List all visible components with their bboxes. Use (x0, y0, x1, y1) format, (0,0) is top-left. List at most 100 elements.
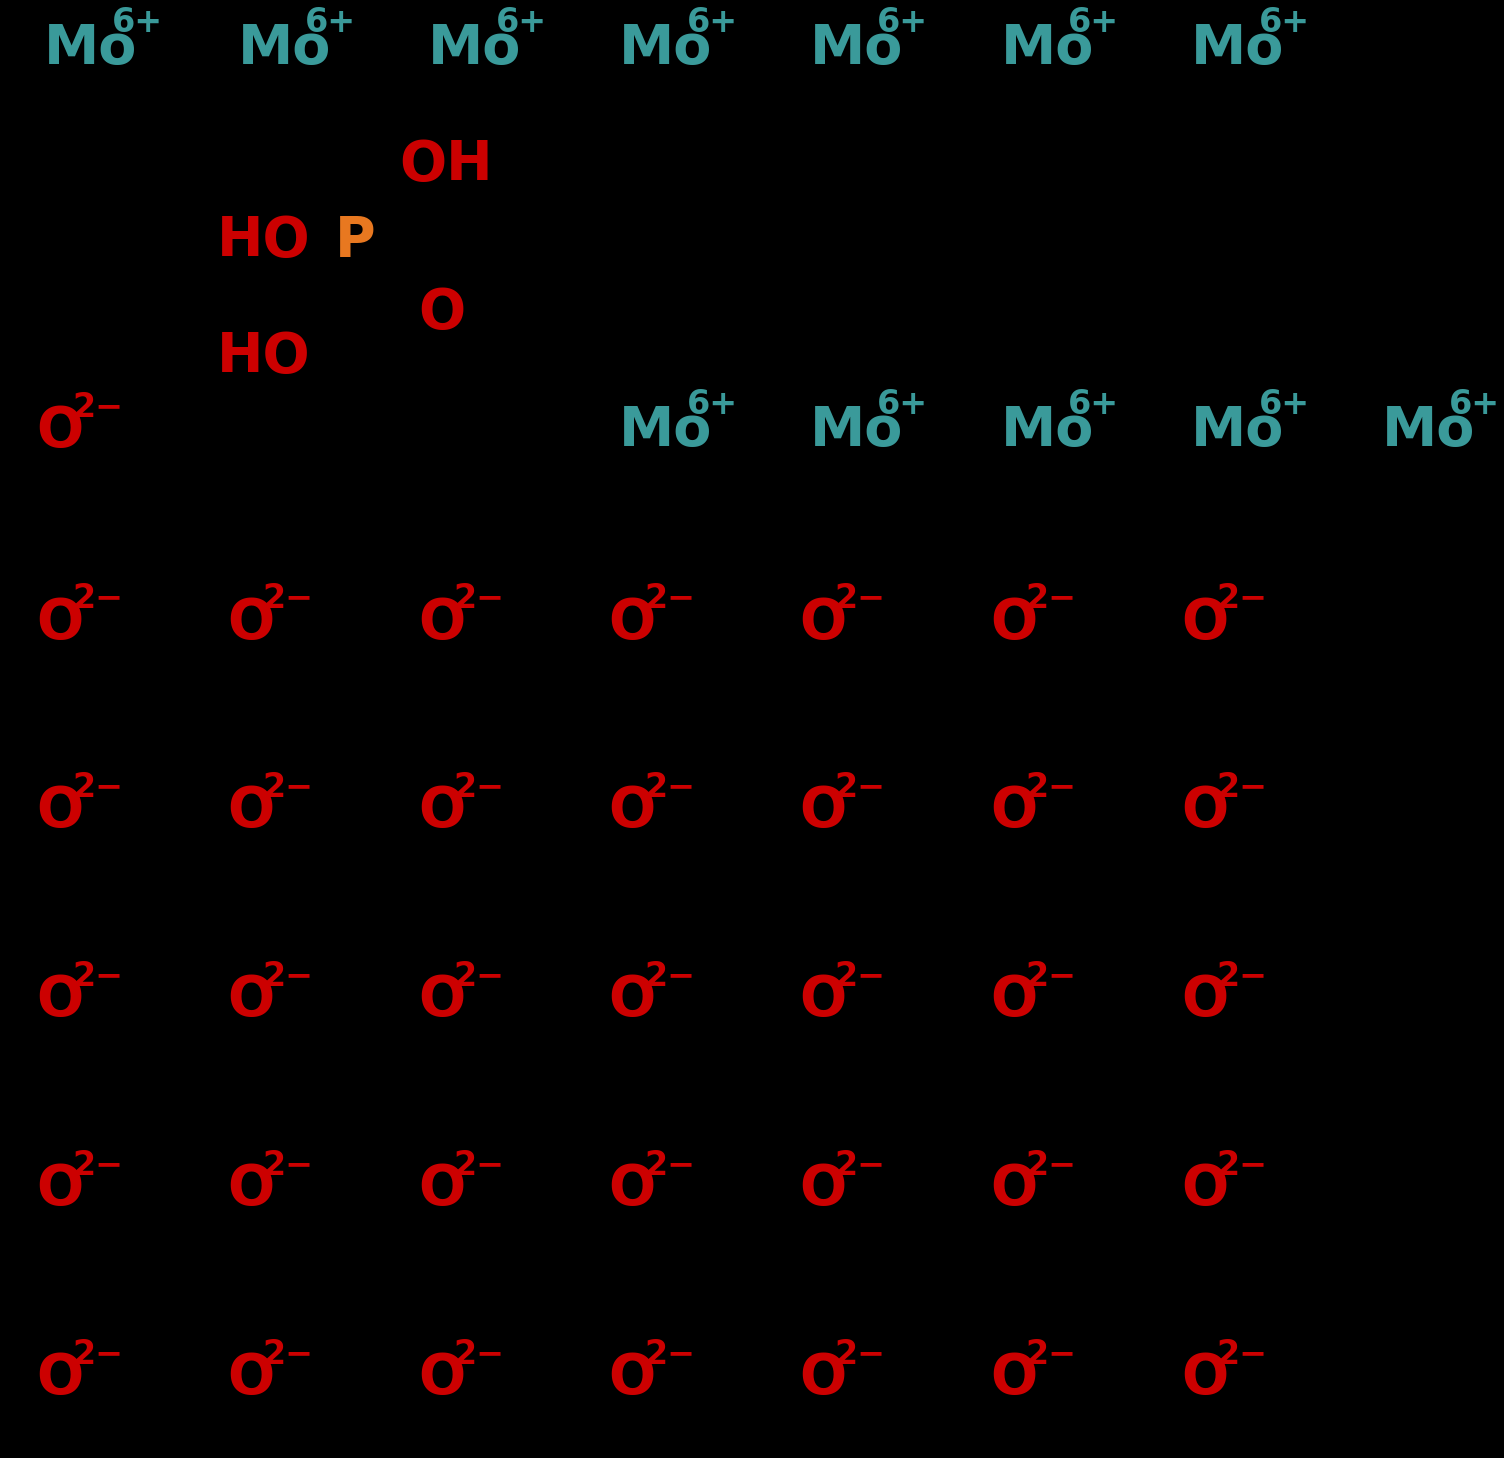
Text: 6+: 6+ (305, 6, 356, 39)
Text: HO: HO (217, 330, 311, 383)
Text: Mo: Mo (1191, 404, 1284, 458)
Text: 6+: 6+ (1450, 388, 1501, 421)
Text: Mo: Mo (1000, 22, 1093, 76)
Text: 2−: 2− (644, 959, 695, 993)
Text: 2−: 2− (453, 959, 504, 993)
Text: O: O (418, 972, 465, 1026)
Text: Mo: Mo (238, 22, 331, 76)
Text: O: O (227, 972, 275, 1026)
Text: O: O (990, 972, 1038, 1026)
Text: Mo: Mo (429, 22, 522, 76)
Text: O: O (990, 784, 1038, 838)
Text: O: O (36, 784, 84, 838)
Text: O: O (800, 595, 847, 649)
Text: 2−: 2− (1026, 1337, 1077, 1371)
Text: 2−: 2− (1217, 1149, 1268, 1182)
Text: O: O (36, 972, 84, 1026)
Text: 6+: 6+ (496, 6, 547, 39)
Text: Mo: Mo (1000, 404, 1093, 458)
Text: 2−: 2− (72, 959, 123, 993)
Text: 2−: 2− (72, 391, 123, 424)
Text: Mo: Mo (44, 22, 137, 76)
Text: O: O (609, 1162, 656, 1216)
Text: O: O (800, 972, 847, 1026)
Text: O: O (800, 784, 847, 838)
Text: O: O (1181, 1350, 1227, 1404)
Text: O: O (418, 784, 465, 838)
Text: HO: HO (217, 213, 311, 268)
Text: 2−: 2− (835, 959, 886, 993)
Text: O: O (36, 404, 84, 458)
Text: 2−: 2− (644, 1337, 695, 1371)
Text: Mo: Mo (809, 22, 902, 76)
Text: 6+: 6+ (1068, 388, 1119, 421)
Text: Mo: Mo (620, 404, 713, 458)
Text: O: O (418, 286, 465, 340)
Text: Mo: Mo (1191, 22, 1284, 76)
Text: 6+: 6+ (1259, 6, 1310, 39)
Text: O: O (609, 1350, 656, 1404)
Text: Mo: Mo (1382, 404, 1475, 458)
Text: O: O (36, 1350, 84, 1404)
Text: 6+: 6+ (1259, 388, 1310, 421)
Text: 2−: 2− (72, 771, 123, 805)
Text: O: O (1181, 784, 1227, 838)
Text: 2−: 2− (263, 771, 314, 805)
Text: O: O (609, 595, 656, 649)
Text: O: O (227, 1350, 275, 1404)
Text: 6+: 6+ (686, 388, 737, 421)
Text: O: O (990, 595, 1038, 649)
Text: O: O (1181, 1162, 1227, 1216)
Text: 2−: 2− (1217, 959, 1268, 993)
Text: Mo: Mo (809, 404, 902, 458)
Text: 6+: 6+ (877, 6, 928, 39)
Text: 2−: 2− (453, 771, 504, 805)
Text: 2−: 2− (263, 1337, 314, 1371)
Text: O: O (227, 1162, 275, 1216)
Text: 2−: 2− (72, 1337, 123, 1371)
Text: 2−: 2− (644, 771, 695, 805)
Text: 2−: 2− (453, 1149, 504, 1182)
Text: O: O (990, 1350, 1038, 1404)
Text: O: O (36, 1162, 84, 1216)
Text: O: O (1181, 972, 1227, 1026)
Text: P: P (334, 213, 374, 268)
Text: 2−: 2− (835, 1337, 886, 1371)
Text: Mo: Mo (620, 22, 713, 76)
Text: O: O (227, 784, 275, 838)
Text: O: O (1181, 595, 1227, 649)
Text: 2−: 2− (1026, 959, 1077, 993)
Text: O: O (418, 1162, 465, 1216)
Text: 2−: 2− (1217, 1337, 1268, 1371)
Text: 2−: 2− (72, 582, 123, 615)
Text: 2−: 2− (644, 582, 695, 615)
Text: 2−: 2− (1026, 1149, 1077, 1182)
Text: O: O (609, 784, 656, 838)
Text: 2−: 2− (835, 1149, 886, 1182)
Text: 2−: 2− (1026, 771, 1077, 805)
Text: 2−: 2− (835, 771, 886, 805)
Text: 6+: 6+ (877, 388, 928, 421)
Text: 6+: 6+ (111, 6, 162, 39)
Text: O: O (227, 595, 275, 649)
Text: 2−: 2− (835, 582, 886, 615)
Text: 2−: 2− (453, 582, 504, 615)
Text: OH: OH (399, 139, 493, 192)
Text: 2−: 2− (453, 1337, 504, 1371)
Text: 6+: 6+ (1068, 6, 1119, 39)
Text: 2−: 2− (1217, 582, 1268, 615)
Text: 2−: 2− (263, 1149, 314, 1182)
Text: O: O (990, 1162, 1038, 1216)
Text: O: O (418, 595, 465, 649)
Text: 2−: 2− (72, 1149, 123, 1182)
Text: 6+: 6+ (686, 6, 737, 39)
Text: O: O (800, 1350, 847, 1404)
Text: 2−: 2− (1217, 771, 1268, 805)
Text: O: O (418, 1350, 465, 1404)
Text: 2−: 2− (263, 959, 314, 993)
Text: 2−: 2− (263, 582, 314, 615)
Text: 2−: 2− (644, 1149, 695, 1182)
Text: O: O (800, 1162, 847, 1216)
Text: O: O (609, 972, 656, 1026)
Text: 2−: 2− (1026, 582, 1077, 615)
